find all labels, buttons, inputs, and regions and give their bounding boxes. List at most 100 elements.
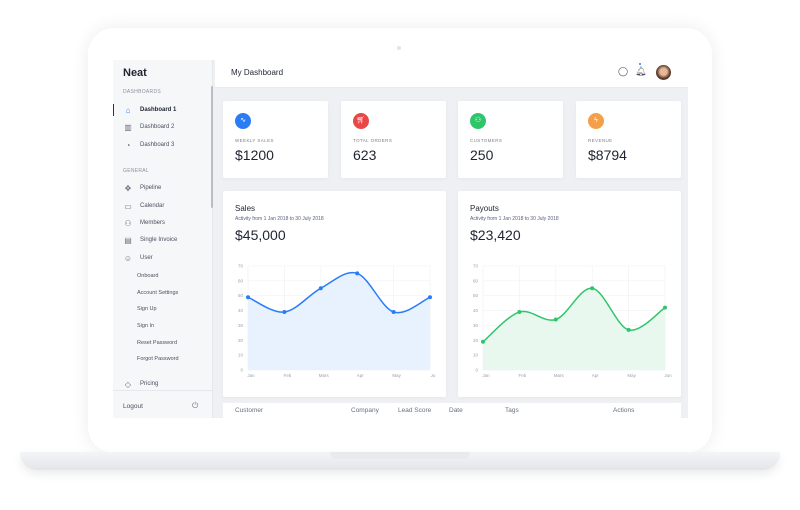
sales-chart: 0 10 20 30 40 50 60 70 Jan Feb Mars Apr May Ju bbox=[238, 264, 436, 379]
data-point bbox=[428, 295, 432, 300]
stat-label: TOTAL ORDERS bbox=[353, 138, 393, 143]
stat-label: CUSTOMERS bbox=[470, 138, 503, 143]
section-general: GENERAL bbox=[123, 168, 149, 174]
sidebar-scrollbar[interactable] bbox=[211, 86, 213, 208]
sidebar-item-dashboard-2[interactable]: ▥ Dashboard 2 bbox=[123, 122, 174, 132]
chart-title: Payouts bbox=[470, 204, 499, 213]
sidebar-item-pipeline[interactable]: ✥ Pipeline bbox=[123, 183, 162, 193]
x-tick-label: Ju bbox=[431, 373, 436, 378]
zap-icon: ϟ bbox=[588, 113, 604, 129]
data-point bbox=[553, 317, 558, 322]
sales-chart-card: Sales Activity from 1 Jan 2018 to 30 Jul… bbox=[223, 191, 446, 397]
sidebar-item-dashboard-1[interactable]: ⌂ Dashboard 1 bbox=[123, 105, 177, 115]
customers-table: Customer Company Lead Score Date Tags Ac… bbox=[223, 403, 681, 418]
stat-card-total-orders: 🛒︎ TOTAL ORDERS 623 bbox=[341, 101, 446, 178]
data-point bbox=[663, 305, 667, 310]
y-tick-label: 20 bbox=[473, 338, 479, 343]
x-tick-label: May bbox=[392, 373, 401, 378]
y-tick-label: 10 bbox=[238, 353, 244, 358]
y-tick-label: 30 bbox=[473, 323, 479, 328]
sidebar-item-user[interactable]: ☺ User bbox=[123, 253, 153, 263]
calendar-icon: ▭ bbox=[124, 201, 132, 211]
x-tick-label: Jun bbox=[664, 373, 672, 378]
chat-icon[interactable]: ◯ bbox=[618, 66, 629, 76]
sidebar: Neat DASHBOARDS ⌂ Dashboard 1 ▥ Dashboard … bbox=[113, 60, 213, 418]
y-tick-label: 70 bbox=[473, 264, 479, 269]
area-fill bbox=[483, 288, 665, 370]
x-tick-label: Feb bbox=[284, 373, 292, 378]
x-tick-label: Mars bbox=[554, 373, 565, 378]
column-header[interactable]: Tags bbox=[505, 407, 519, 414]
stat-card-weekly-sales: ∿ WEEKLY SALES $1200 bbox=[223, 101, 328, 178]
home-icon: ⌂ bbox=[125, 105, 131, 115]
x-tick-label: Apr bbox=[357, 373, 365, 378]
sidebar-sub-account-settings[interactable]: Account Settings bbox=[137, 290, 179, 296]
logout-row[interactable]: Logout ⏻ bbox=[113, 390, 213, 418]
data-point bbox=[355, 271, 360, 276]
sidebar-item-members[interactable]: ⚇ Members bbox=[123, 218, 165, 228]
bell-icon[interactable]: 🔔︎ bbox=[635, 66, 647, 76]
y-tick-label: 60 bbox=[473, 278, 479, 283]
stat-card-revenue: ϟ REVENUE $8794 bbox=[576, 101, 681, 178]
column-header[interactable]: Actions bbox=[613, 407, 635, 414]
column-header[interactable]: Lead Score bbox=[398, 407, 432, 414]
camera bbox=[397, 46, 401, 50]
active-indicator bbox=[113, 104, 114, 116]
label: Dashboard 1 bbox=[140, 107, 177, 113]
notification-dot bbox=[639, 63, 641, 65]
data-point bbox=[626, 327, 631, 332]
x-tick-label: Jan bbox=[482, 373, 490, 378]
y-tick-label: 0 bbox=[475, 368, 478, 373]
section-dashboards: DASHBOARDS bbox=[123, 89, 162, 95]
label: Single Invoice bbox=[140, 237, 178, 243]
data-point bbox=[590, 286, 595, 291]
sidebar-item-single-invoice[interactable]: ▤ Single Invoice bbox=[123, 235, 177, 245]
sidebar-item-dashboard-3[interactable]: ◔ Dashboard 3 bbox=[123, 140, 175, 150]
y-tick-label: 50 bbox=[473, 293, 479, 298]
sidebar-sub-onboard[interactable]: Onboard bbox=[137, 273, 159, 279]
data-point bbox=[282, 310, 287, 315]
page-title: My Dashboard bbox=[231, 68, 284, 77]
label: User bbox=[140, 255, 153, 261]
data-point bbox=[391, 310, 396, 315]
stat-label: WEEKLY SALES bbox=[235, 138, 274, 143]
stat-card-customers: ⚇ CUSTOMERS 250 bbox=[458, 101, 563, 178]
sidebar-sub-forgot-password[interactable]: Forgot Password bbox=[137, 356, 179, 362]
data-point bbox=[318, 286, 323, 291]
users-icon: ⚇ bbox=[124, 218, 132, 228]
brand-logo[interactable]: Neat bbox=[123, 67, 147, 79]
column-header[interactable]: Customer bbox=[235, 407, 264, 414]
label: Dashboard 2 bbox=[140, 124, 175, 130]
y-tick-label: 40 bbox=[238, 308, 244, 313]
label: Dashboard 3 bbox=[140, 142, 175, 148]
label: Pipeline bbox=[140, 185, 162, 191]
sidebar-item-pricing[interactable]: ◇ Pricing bbox=[123, 379, 158, 389]
sidebar-sub-sign-in[interactable]: Sign In bbox=[137, 323, 155, 329]
label: Calendar bbox=[140, 203, 165, 209]
power-icon[interactable]: ⏻ bbox=[192, 401, 199, 410]
y-tick-label: 30 bbox=[238, 323, 244, 328]
chart-total: $23,420 bbox=[470, 227, 521, 243]
label: Members bbox=[140, 220, 166, 226]
x-tick-label: Apr bbox=[592, 373, 600, 378]
avatar[interactable] bbox=[656, 65, 671, 80]
logout-label[interactable]: Logout bbox=[123, 403, 143, 410]
area-fill bbox=[248, 272, 430, 370]
activity-icon: ∿ bbox=[235, 113, 251, 129]
y-tick-label: 10 bbox=[473, 353, 479, 358]
series-line bbox=[482, 287, 666, 343]
sidebar-item-calendar[interactable]: ▭ Calendar bbox=[123, 201, 164, 211]
sidebar-sub-sign-up[interactable]: Sign Up bbox=[137, 306, 157, 312]
stat-value: $1200 bbox=[235, 147, 274, 163]
label: Pricing bbox=[140, 381, 159, 387]
top-header: My Dashboard ◯ 🔔︎ bbox=[215, 60, 688, 88]
data-point bbox=[246, 295, 250, 300]
y-tick-label: 50 bbox=[238, 293, 244, 298]
x-tick-label: Mars bbox=[319, 373, 330, 378]
data-point bbox=[481, 339, 485, 344]
screen: Neat DASHBOARDS ⌂ Dashboard 1 ▥ Dashboard … bbox=[113, 60, 688, 418]
column-header[interactable]: Date bbox=[449, 407, 463, 414]
sidebar-sub-reset-password[interactable]: Reset Password bbox=[137, 340, 178, 346]
payouts-chart: 0 10 20 30 40 50 60 70 Jan Feb Mars Apr May Jun bbox=[473, 264, 672, 379]
column-header[interactable]: Company bbox=[351, 407, 379, 414]
